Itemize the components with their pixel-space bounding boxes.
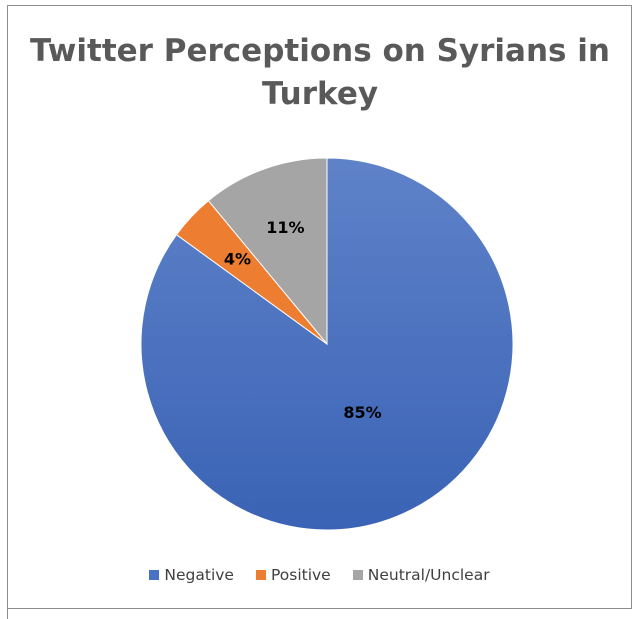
legend-swatch [149, 570, 160, 580]
legend-swatch [352, 570, 363, 580]
data-label-neutral-unclear: 11% [266, 218, 304, 237]
pie-slice-neutral-unclear [207, 157, 328, 346]
chart-title: Twitter Perceptions on Syrians in Turkey [30, 33, 610, 113]
legend-swatch [255, 570, 266, 580]
legend-item-neutral-unclear: Neutral/Unclear [352, 566, 490, 584]
legend-label: Positive [270, 566, 331, 584]
data-label-positive: 4% [224, 249, 251, 268]
legend-label: Neutral/Unclear [367, 566, 490, 584]
legend-item-positive: Positive [255, 566, 331, 584]
legend-item-negative: Negative [149, 566, 234, 584]
frame-edge [7, 608, 8, 619]
data-label-negative: 85% [343, 403, 381, 422]
chart-legend: Negative Positive Neutral/Unclear [0, 566, 639, 584]
legend-label: Negative [164, 566, 234, 584]
